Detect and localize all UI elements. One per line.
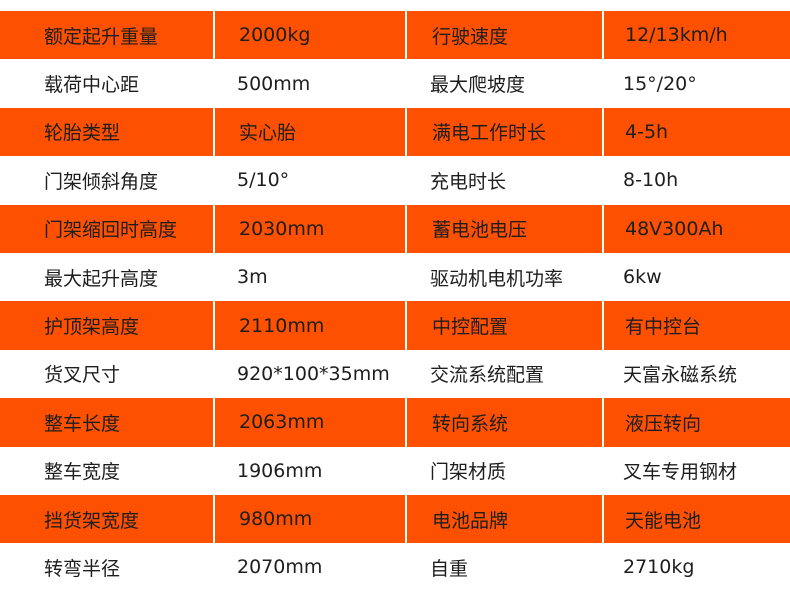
spec-label: 自重 <box>430 557 469 580</box>
table-row: 载荷中心距 500mm 最大爬坡度 15°/20° <box>0 59 790 108</box>
spec-value: 12/13km/h <box>602 11 790 60</box>
spec-label: 满电工作时长 <box>405 107 602 157</box>
spec-label: 交流系统配置 <box>430 364 545 387</box>
spec-value: 5/10° <box>237 169 290 192</box>
spec-label: 蓄电池电压 <box>405 204 602 253</box>
spec-value: 3m <box>237 266 268 289</box>
spec-value: 980mm <box>213 494 405 544</box>
spec-value: 液压转向 <box>602 398 790 447</box>
spec-label: 行驶速度 <box>405 11 602 60</box>
spec-label: 挡货架宽度 <box>44 509 140 532</box>
table-row: 转弯半径 2070mm 自重 2710kg <box>0 543 790 592</box>
spec-value: 6kw <box>623 266 662 289</box>
table-row: 货叉尺寸 920*100*35mm 交流系统配置 天富永磁系统 <box>0 349 790 399</box>
spec-label: 电池品牌 <box>405 494 602 544</box>
spec-value: 15°/20° <box>623 72 697 95</box>
spec-label: 最大起升高度 <box>44 267 159 290</box>
spec-value: 天富永磁系统 <box>623 364 738 387</box>
spec-value: 1906mm <box>237 459 323 482</box>
spec-label: 货叉尺寸 <box>44 364 121 387</box>
table-row: 轮胎类型 实心胎 满电工作时长 4-5h <box>0 107 790 157</box>
spec-value: 48V300Ah <box>602 204 790 253</box>
spec-label: 充电时长 <box>430 170 507 193</box>
table-row: 护顶架高度 2110mm 中控配置 有中控台 <box>0 301 790 350</box>
spec-label: 额定起升重量 <box>44 25 159 48</box>
table-row: 额定起升重量 2000kg 行驶速度 12/13km/h <box>0 11 790 60</box>
spec-label: 中控配置 <box>405 301 602 350</box>
spec-value: 2110mm <box>213 301 405 350</box>
spec-value: 有中控台 <box>602 301 790 350</box>
spec-value: 2070mm <box>237 556 323 579</box>
table-row: 门架倾斜角度 5/10° 充电时长 8-10h <box>0 156 790 205</box>
spec-label: 护顶架高度 <box>44 316 140 339</box>
spec-value: 天能电池 <box>602 494 790 544</box>
spec-value: 2030mm <box>213 204 405 253</box>
spec-label: 门架缩回时高度 <box>44 219 178 242</box>
spec-label: 整车宽度 <box>44 461 121 484</box>
spec-label: 转弯半径 <box>44 557 121 580</box>
spec-label: 驱动机电机功率 <box>430 267 564 290</box>
spec-label: 轮胎类型 <box>44 122 121 145</box>
table-row: 挡货架宽度 980mm 电池品牌 天能电池 <box>0 494 790 544</box>
table-row: 整车长度 2063mm 转向系统 液压转向 <box>0 398 790 447</box>
spec-table: 额定起升重量 2000kg 行驶速度 12/13km/h 载荷中心距 500mm 最大爬坡度… <box>0 11 790 592</box>
spec-value: 2000kg <box>213 11 405 60</box>
spec-value: 4-5h <box>602 107 790 157</box>
spec-value: 实心胎 <box>213 107 405 157</box>
spec-value: 2063mm <box>213 398 405 447</box>
table-row: 门架缩回时高度 2030mm 蓄电池电压 48V300Ah <box>0 204 790 253</box>
spec-label: 最大爬坡度 <box>430 74 526 97</box>
spec-label: 转向系统 <box>405 398 602 447</box>
spec-label: 门架倾斜角度 <box>44 170 159 193</box>
spec-label: 整车长度 <box>44 412 121 435</box>
table-row: 最大起升高度 3m 驱动机电机功率 6kw <box>0 252 790 302</box>
spec-value: 8-10h <box>623 169 679 192</box>
spec-value: 920*100*35mm <box>237 362 390 385</box>
table-row: 整车宽度 1906mm 门架材质 叉车专用钢材 <box>0 446 790 495</box>
spec-value: 500mm <box>237 72 311 95</box>
spec-label: 门架材质 <box>430 461 507 484</box>
spec-value: 叉车专用钢材 <box>623 461 738 484</box>
spec-value: 2710kg <box>623 556 695 579</box>
spec-label: 载荷中心距 <box>44 74 140 97</box>
